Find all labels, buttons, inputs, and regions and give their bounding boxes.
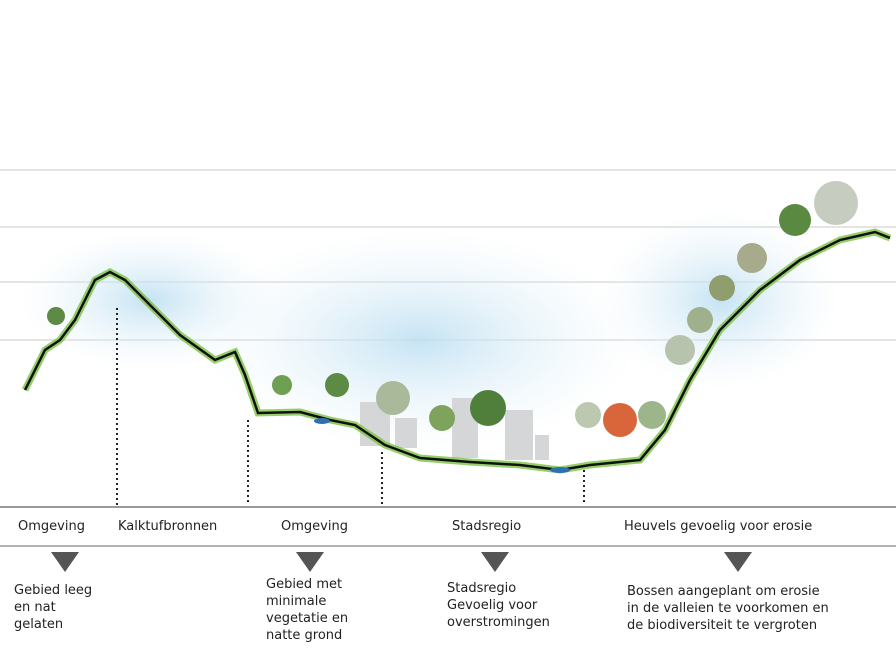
description-line: de biodiversiteit te vergroten [627,618,817,633]
description-line: Gevoelig voor [447,598,538,613]
description-line: in de valleien te voorkomen en [627,601,829,616]
description-line: vegetatie en [266,611,348,626]
description-line: Gebied met [266,577,342,592]
cross-section-diagram: Omgeving Kalktufbronnen Omgeving Stadsregio… [0,0,896,657]
description-line: Stadsregio [447,581,516,596]
zone-label: Stadsregio [452,519,521,534]
description-line: natte grond [266,628,342,643]
zone-labels: Omgeving Kalktufbronnen Omgeving Stadsregio… [18,519,812,534]
description-line: minimale [266,594,326,609]
description-line: overstromingen [447,615,550,630]
zone-label: Omgeving [281,519,348,534]
pointer-triangles [51,552,752,572]
zone-label: Heuvels gevoelig voor erosie [624,519,812,534]
zone-label: Kalktufbronnen [118,519,217,534]
zone-label: Omgeving [18,519,85,534]
descriptions: Gebied leeg en nat gelaten Gebied met minima… [14,577,829,643]
description-line: Bossen aangeplant om erosie [627,584,820,599]
description-line: en nat [14,600,56,615]
description-line: gelaten [14,617,63,632]
description-line: Gebied leeg [14,583,92,598]
